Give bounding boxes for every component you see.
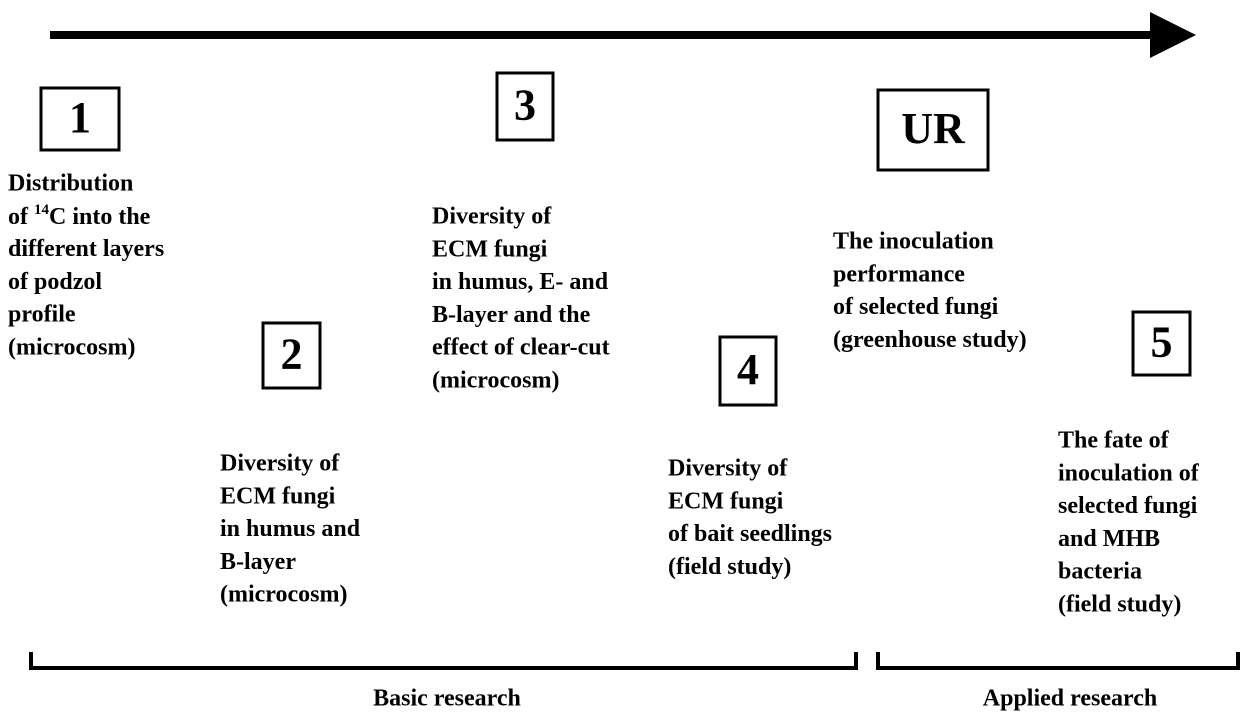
node-text: of podzol xyxy=(8,269,102,295)
superscript: 14 xyxy=(34,202,50,218)
node-box xyxy=(261,321,322,390)
node-text: (microcosm) xyxy=(220,582,348,608)
text-part: C into the xyxy=(49,203,151,229)
bracket-basic xyxy=(29,652,858,670)
node-text: ECM fungi xyxy=(668,488,784,514)
node-text: B-layer and the xyxy=(432,302,591,328)
node-text: (greenhouse study) xyxy=(833,327,1027,353)
node-text: and MHB xyxy=(1058,526,1160,552)
node-text: (field study) xyxy=(1058,592,1181,618)
node-text: (field study) xyxy=(668,554,791,580)
node-text: of 14C into the xyxy=(8,202,151,229)
node-label: 1 xyxy=(69,93,91,142)
node-text: performance xyxy=(833,261,965,287)
node-box xyxy=(495,71,555,142)
bracket-label: Applied research xyxy=(983,686,1157,712)
node-text: profile xyxy=(8,302,76,328)
node-label: 5 xyxy=(1151,318,1173,367)
node-text: Diversity of xyxy=(220,451,340,477)
bracket-applied xyxy=(876,652,1240,670)
node-text: ECM fungi xyxy=(432,236,548,262)
node-text: B-layer xyxy=(220,549,296,575)
node-label: UR xyxy=(901,104,966,153)
node-text: in humus, E- and xyxy=(432,269,609,295)
node-label: 4 xyxy=(737,345,759,394)
node-box xyxy=(39,86,121,152)
text-part: of xyxy=(8,203,34,229)
node-text: of bait seedlings xyxy=(668,521,832,547)
node-text: bacteria xyxy=(1058,559,1142,585)
node-text: Distribution xyxy=(8,171,133,197)
node-box xyxy=(1131,310,1192,377)
node-text: ECM fungi xyxy=(220,483,336,509)
node-label: 2 xyxy=(281,330,303,379)
node-text: in humus and xyxy=(220,516,361,542)
node-text: (microcosm) xyxy=(432,368,560,394)
bracket-label: Basic research xyxy=(373,686,521,712)
node-text: of selected fungi xyxy=(833,294,999,320)
node-text: effect of clear-cut xyxy=(432,335,610,361)
node-text: Diversity of xyxy=(668,456,788,482)
node-text: selected fungi xyxy=(1058,493,1198,519)
arrow-head xyxy=(1150,12,1196,58)
node-text: different layers xyxy=(8,236,164,262)
node-box xyxy=(876,88,990,172)
node-text: Diversity of xyxy=(432,204,552,230)
node-text: (microcosm) xyxy=(8,335,136,361)
node-text: inoculation of xyxy=(1058,460,1200,486)
node-text: The inoculation xyxy=(833,229,994,255)
node-label: 3 xyxy=(514,81,536,130)
node-box xyxy=(718,335,778,407)
node-text: The fate of xyxy=(1058,428,1170,454)
